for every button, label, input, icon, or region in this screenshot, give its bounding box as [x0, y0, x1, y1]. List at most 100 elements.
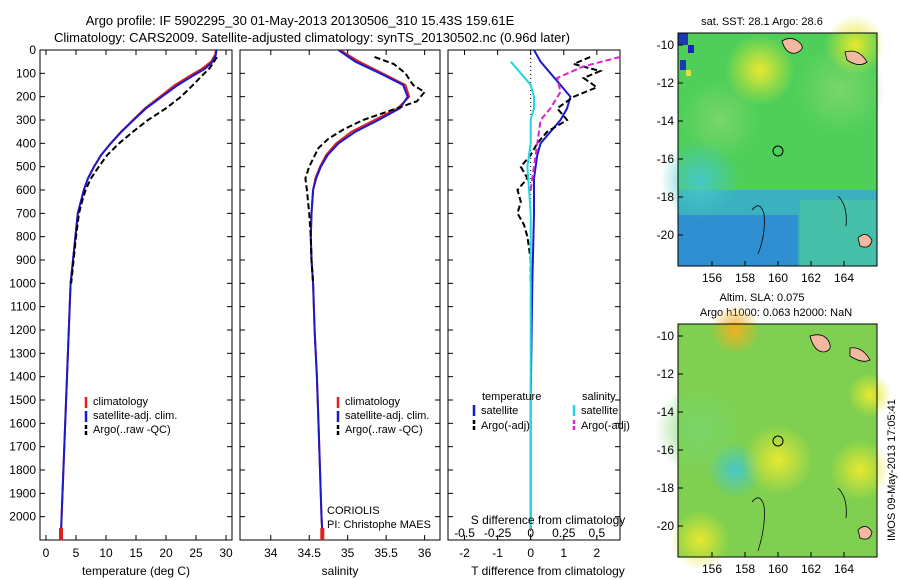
- legend-climatology: climatology: [345, 396, 401, 408]
- difference-xlabel: T difference from climatology: [471, 564, 625, 578]
- y-tick-label: 900: [16, 253, 36, 267]
- legend-t-argo: Argo(-adj): [481, 420, 530, 432]
- y-tick-label: 1600: [9, 416, 36, 430]
- map-y-tick-label: -16: [657, 443, 675, 457]
- x-tick-label: 25: [189, 546, 203, 560]
- x2-tick-label: 0: [527, 526, 534, 540]
- map-x-tick-label: 160: [768, 562, 788, 576]
- x2-tick-label: -0.5: [454, 526, 475, 540]
- x-tick-label: 0: [43, 546, 50, 560]
- map-y-tick-label: -16: [657, 152, 675, 166]
- sst-map: [660, 15, 885, 267]
- temperature-series: [59, 50, 218, 540]
- legend-t-satellite: satellite: [481, 405, 518, 417]
- map-y-tick-label: -12: [657, 367, 675, 381]
- y-tick-label: 1700: [9, 440, 36, 454]
- x-tick-label: 36: [418, 546, 432, 560]
- map-y-tick-label: -12: [657, 76, 675, 90]
- x-tick-label: 20: [159, 546, 173, 560]
- map-y-tick-label: -18: [657, 481, 675, 495]
- map-y-tick-label: -18: [657, 190, 675, 204]
- x-tick-label: 30: [219, 546, 233, 560]
- series-line-argo-raw-qc-: [304, 56, 427, 284]
- header-line-1: Argo profile: IF 5902295_30 01-May-2013 …: [86, 13, 515, 28]
- argo-position-marker: [772, 435, 784, 447]
- y-tick-label: 1100: [10, 300, 36, 314]
- y-tick-label: 200: [16, 90, 36, 104]
- x-tick-label: 34: [264, 546, 278, 560]
- y-tick-label: 1500: [9, 393, 36, 407]
- bottom-marker: [59, 528, 63, 540]
- y-tick-label: 0: [29, 43, 36, 57]
- header-line-2: Climatology: CARS2009. Satellite-adjuste…: [54, 30, 570, 45]
- y-tick-label: 1900: [9, 486, 36, 500]
- x-tick-label: 34.5: [298, 546, 322, 560]
- map-x-tick-label: 158: [735, 271, 755, 285]
- y-tick-label: 1000: [9, 276, 36, 290]
- x2-tick-label: 0.25: [552, 526, 576, 540]
- y-tick-label: 300: [16, 113, 36, 127]
- y-tick-label: 2000: [9, 510, 36, 524]
- salinity-legend: climatology satellite-adj. clim. Argo(..…: [327, 396, 431, 531]
- temperature-plot-frame: [39, 49, 233, 541]
- temperature-xlabel: temperature (deg C): [82, 564, 190, 578]
- imos-timestamp: IMOS 09-May-2013 17:05:41: [886, 399, 898, 541]
- y-tick-label: 600: [16, 183, 36, 197]
- map-y-tick-label: -14: [657, 114, 675, 128]
- x2-tick-label: -0.25: [484, 526, 512, 540]
- map-y-tick-label: -10: [657, 329, 675, 343]
- legend-title-salinity: salinity: [582, 391, 616, 403]
- legend-argo: Argo(..raw -QC): [345, 424, 423, 436]
- x2-tick-label: 0.5: [589, 526, 606, 540]
- sla-map-title: Altim. SLA: 0.075: [720, 292, 805, 304]
- salinity-plot-frame: [239, 49, 441, 541]
- map-y-tick-label: -20: [657, 228, 675, 242]
- series-line-satellite: [529, 50, 572, 529]
- x-tick-label: 2: [594, 546, 601, 560]
- map-x-tick-label: 156: [702, 271, 722, 285]
- map-x-tick-label: 158: [735, 562, 755, 576]
- series-line-argo-adj-: [529, 56, 620, 191]
- legend-s-satellite: satellite: [581, 405, 618, 417]
- y-tick-label: 400: [16, 136, 36, 150]
- map-y-tick-label: -14: [657, 405, 675, 419]
- x-tick-label: 15: [129, 546, 143, 560]
- legend-argo: Argo(..raw -QC): [93, 424, 171, 436]
- series-line-climatology: [60, 50, 217, 534]
- difference-axes: -2 -1 0 1 2 -0.5 -0.25 0 0.25 0.5: [448, 49, 620, 560]
- x-tick-label: 0: [527, 546, 534, 560]
- map-y-tick-label: -10: [657, 38, 675, 52]
- bottom-marker: [320, 528, 325, 540]
- map-y-tick-label: -20: [657, 519, 675, 533]
- series-line-argo-raw-qc-: [70, 56, 218, 284]
- x-tick-label: 5: [73, 546, 80, 560]
- x-tick-label: 1: [560, 546, 567, 560]
- series-line-satellite-adj-clim-: [60, 50, 218, 534]
- y-tick-label: 800: [16, 230, 36, 244]
- legend-climatology: climatology: [93, 396, 149, 408]
- sla-map-ticks: 156 158 160 162 164 -10 -12 -14 -16 -18 -20: [657, 329, 855, 576]
- series-line-satellite: [510, 61, 535, 529]
- difference-x2label: S difference from climatology: [471, 513, 626, 527]
- temperature-legend: climatology satellite-adj. clim. Argo(..…: [84, 396, 177, 436]
- y-tick-label: 1400: [9, 370, 36, 384]
- y-tick-label: 1300: [9, 346, 36, 360]
- legend-s-argo: Argo(-adj): [581, 420, 630, 432]
- map-x-tick-label: 164: [834, 271, 854, 285]
- difference-legend: temperature salinity satellite Argo(-adj…: [472, 391, 630, 432]
- x-tick-label: -1: [492, 546, 503, 560]
- salinity-xlabel: salinity: [322, 564, 359, 578]
- y-tick-label: 700: [16, 206, 36, 220]
- salinity-axes: 34 34.5 35 35.5 36: [240, 49, 440, 560]
- x-tick-label: 35: [341, 546, 355, 560]
- map-x-tick-label: 160: [768, 271, 788, 285]
- difference-plot-frame: [447, 49, 621, 541]
- sst-map-title: sat. SST: 28.1 Argo: 28.6: [701, 16, 823, 28]
- legend-satellite: satellite-adj. clim.: [345, 410, 429, 422]
- salinity-series: [304, 50, 427, 540]
- x-tick-label: 10: [99, 546, 113, 560]
- legend-satellite: satellite-adj. clim.: [93, 410, 177, 422]
- y-tick-label: 1800: [9, 463, 36, 477]
- map-x-tick-label: 162: [801, 562, 821, 576]
